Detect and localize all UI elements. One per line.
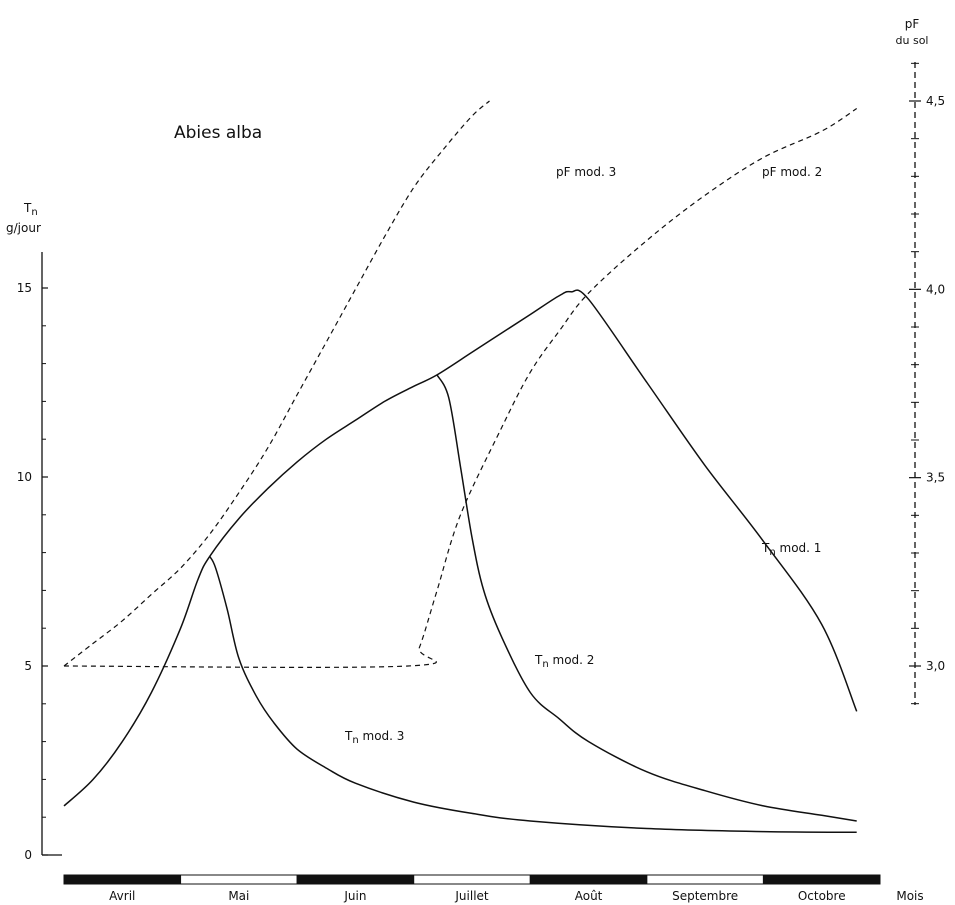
month-label-3: Juin [343, 889, 366, 903]
label-pf-mod-3: pF mod. 3 [556, 165, 616, 179]
label-tn-mod-2: Tn mod. 2 [534, 653, 594, 670]
left-tick-label-10: 10 [17, 470, 32, 484]
month-label-7: Octobre [798, 889, 846, 903]
right-axis-label-line1: pF [905, 17, 920, 31]
label-tn-mod-3: Tn mod. 3 [344, 729, 404, 746]
series-line-tn-mod-3 [209, 556, 857, 834]
right-tick-label-3,0: 3,0 [926, 659, 945, 673]
label-tn-mod-1-sub: n [769, 547, 775, 558]
month-segment-6 [646, 874, 764, 885]
month-label-4: Juillet [454, 889, 489, 903]
x-axis-unit-label: Mois [896, 889, 923, 903]
month-segment-4 [413, 874, 531, 885]
label-tn-mod-1: Tn mod. 1 [761, 541, 821, 558]
left-tick-label-0: 0 [24, 848, 32, 862]
series-line-tn-mod-1 [63, 289, 858, 807]
right-y-ticks: 3,0 3,5 4,0 4,5 [909, 62, 945, 705]
month-label-1: Avril [109, 889, 135, 903]
label-tn-mod-1-t: T [761, 541, 770, 555]
series-line-pf-mod-2 [63, 107, 858, 668]
right-tick-label-4,0: 4,0 [926, 282, 945, 296]
label-tn-mod-3-sub: n [352, 735, 358, 746]
month-segment-1 [63, 874, 182, 885]
month-label-6: Septembre [672, 889, 738, 903]
label-tn-mod-1-rest: mod. 1 [776, 541, 822, 555]
left-y-ticks: 0 5 10 15 [17, 281, 48, 862]
month-segment-7 [762, 874, 881, 885]
label-pf-mod-2: pF mod. 2 [762, 165, 822, 179]
left-tick-label-5: 5 [24, 659, 32, 673]
month-segment-5 [529, 874, 648, 885]
month-segment-3 [296, 874, 415, 885]
label-tn-mod-2-sub: n [542, 659, 548, 670]
label-tn-mod-2-rest: mod. 2 [549, 653, 595, 667]
series-line-pf-mod-3 [63, 100, 490, 667]
month-label-5: Août [575, 889, 603, 903]
series-group [63, 100, 858, 834]
left-axis-label-t: T [23, 201, 32, 215]
left-axis-label-sub: n [31, 207, 37, 218]
right-axis-label-line2: du sol [896, 34, 929, 47]
series-line-tn-mod-2 [436, 374, 857, 822]
label-tn-mod-3-t: T [344, 729, 353, 743]
left-axis-label-unit: g/jour [6, 221, 41, 235]
right-tick-label-4,5: 4,5 [926, 94, 945, 108]
label-tn-mod-3-rest: mod. 3 [359, 729, 405, 743]
month-label-2: Mai [228, 889, 249, 903]
chart-title: Abies alba [174, 123, 262, 143]
left-axis-label-symbol: Tn [23, 201, 38, 218]
label-tn-mod-2-t: T [534, 653, 543, 667]
month-bar [63, 874, 881, 885]
month-labels: Avril Mai Juin Juillet Août Septembre Octobre [109, 889, 845, 903]
month-segment-2 [180, 874, 298, 885]
right-tick-label-3,5: 3,5 [926, 471, 945, 485]
left-tick-label-15: 15 [17, 281, 32, 295]
